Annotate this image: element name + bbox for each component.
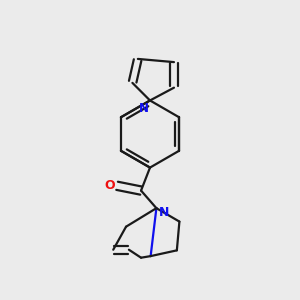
Text: N: N: [159, 206, 169, 219]
Text: O: O: [105, 179, 116, 192]
Text: N: N: [138, 102, 148, 115]
